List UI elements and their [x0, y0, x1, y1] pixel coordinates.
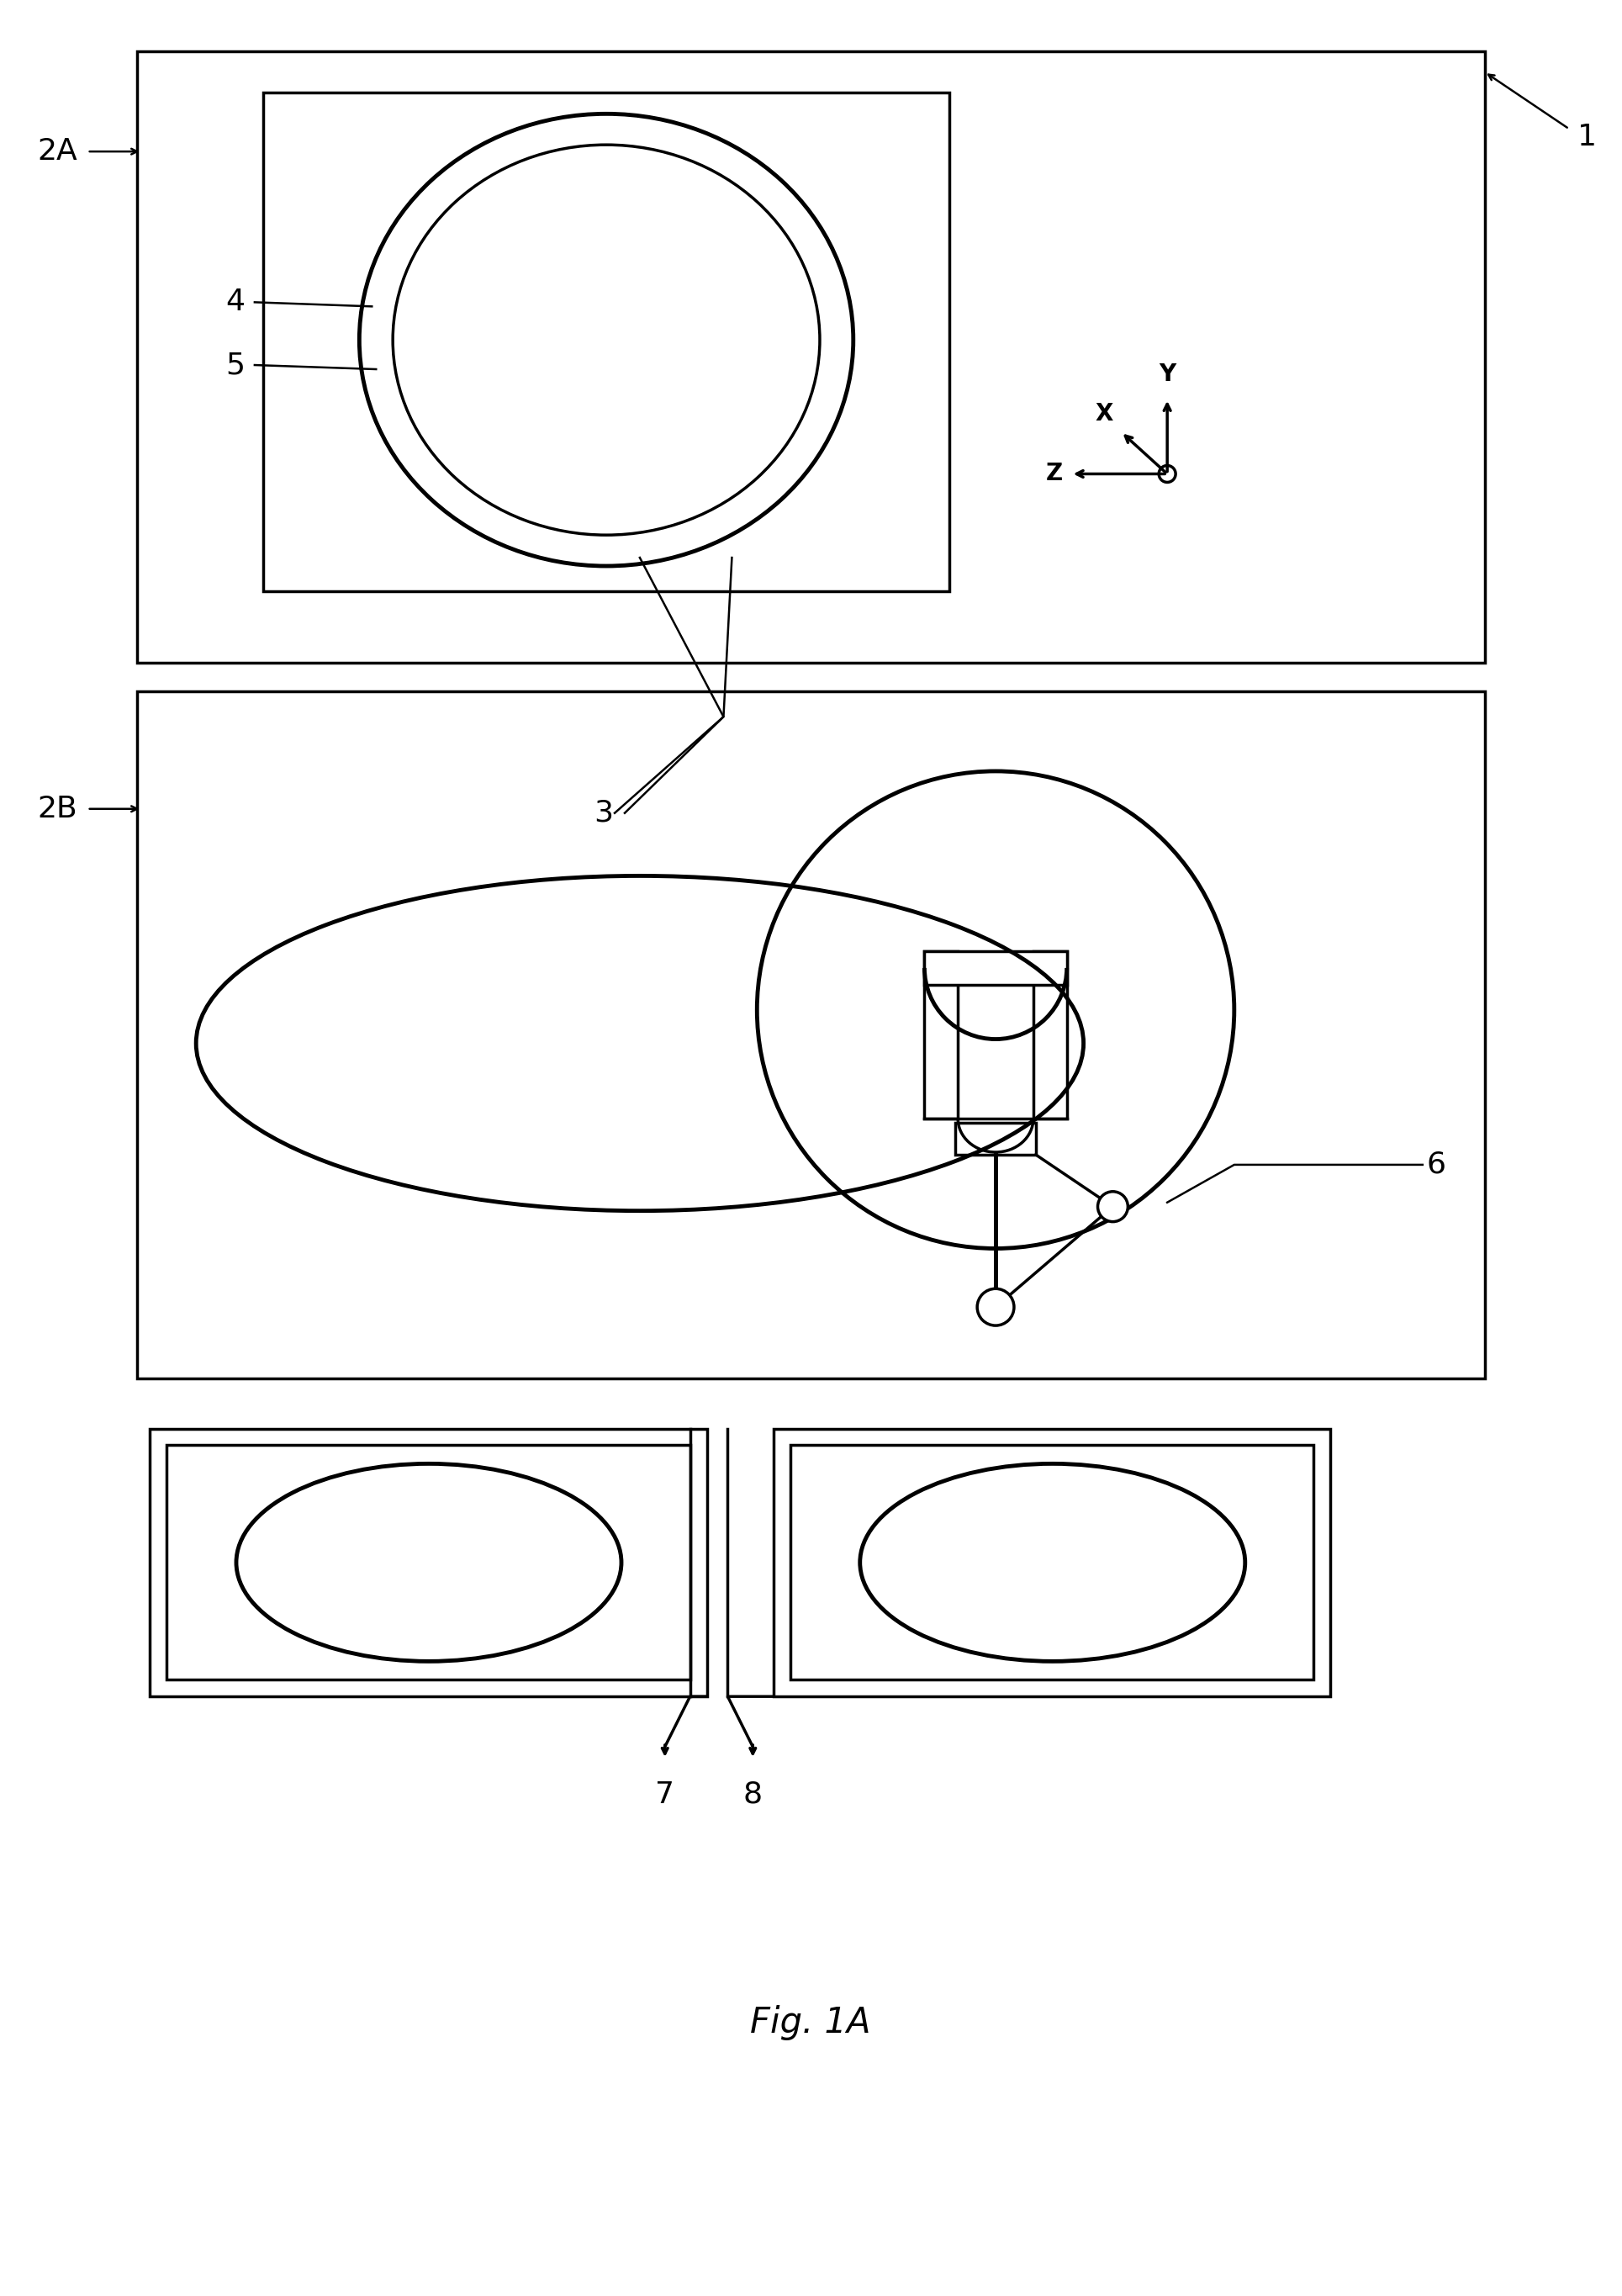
- Text: 4: 4: [225, 287, 245, 317]
- Text: 7: 7: [655, 1779, 675, 1809]
- Bar: [138, 51, 1484, 661]
- Bar: [925, 951, 959, 1118]
- Text: 6: 6: [1427, 1150, 1447, 1180]
- Text: Z: Z: [1046, 461, 1062, 487]
- Text: 2A: 2A: [37, 138, 78, 165]
- Bar: [263, 92, 949, 590]
- Text: X: X: [1095, 402, 1113, 425]
- Text: 1: 1: [1578, 124, 1596, 152]
- Text: 2B: 2B: [37, 794, 78, 824]
- Bar: [167, 1444, 689, 1681]
- Circle shape: [976, 1288, 1014, 1325]
- Text: Fig. 1A: Fig. 1A: [751, 2004, 871, 2041]
- Text: 8: 8: [743, 1779, 762, 1809]
- Bar: [149, 1428, 707, 1697]
- Bar: [790, 1444, 1314, 1681]
- Bar: [774, 1428, 1330, 1697]
- Bar: [925, 951, 1067, 985]
- Text: 5: 5: [225, 351, 245, 379]
- Bar: [138, 691, 1484, 1378]
- Text: 3: 3: [594, 799, 613, 827]
- Text: Y: Y: [1158, 363, 1176, 386]
- Circle shape: [1158, 466, 1176, 482]
- Bar: [1033, 951, 1067, 1118]
- Bar: [955, 1123, 1036, 1155]
- Circle shape: [1098, 1192, 1127, 1221]
